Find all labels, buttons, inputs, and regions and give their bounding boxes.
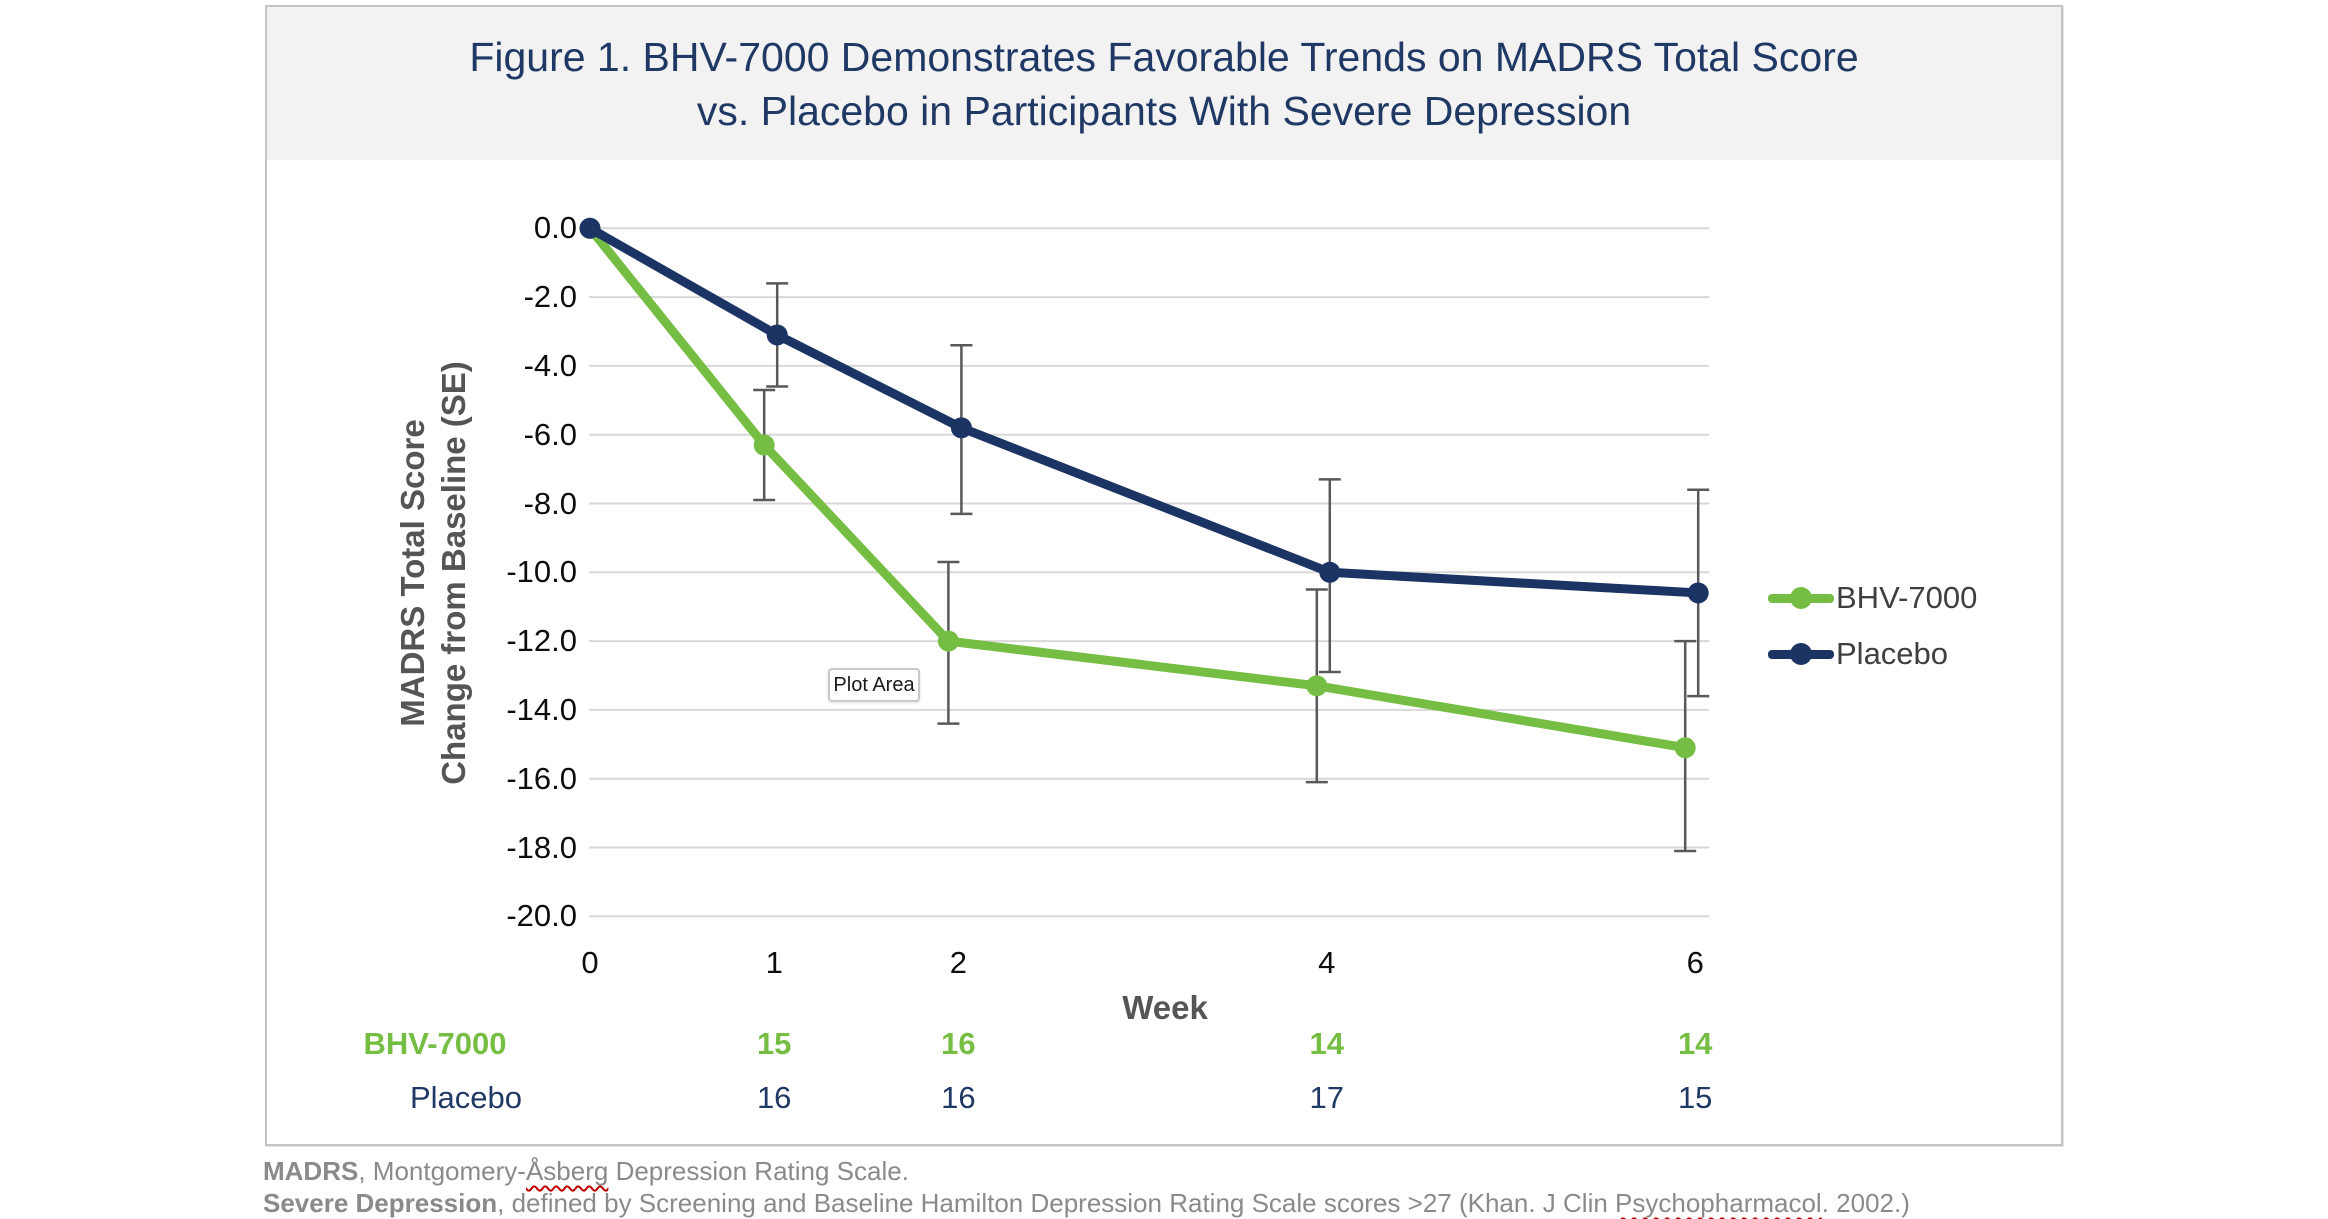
legend-entry-placebo[interactable]: Placebo [1768, 626, 1977, 682]
marker-bhv-7000-week-1[interactable] [753, 434, 775, 456]
figure-box: Figure 1. BHV-7000 Demonstrates Favorabl… [265, 5, 2063, 1146]
chart-plot-area[interactable] [267, 7, 2061, 1144]
footnote-text: MADRS [263, 1156, 359, 1186]
n-value-bhv-7000-week-1: 15 [756, 1026, 792, 1061]
legend-label: BHV-7000 [1836, 580, 1978, 615]
marker-placebo-week-6[interactable] [1687, 582, 1709, 604]
chart-legend: BHV-7000 Placebo [1768, 570, 1977, 682]
x-tick-label-week-4: 4 [1318, 945, 1336, 980]
n-value-bhv-7000-week-2: 16 [941, 1026, 976, 1061]
y-tick-label: -14.0 [506, 691, 577, 727]
x-tick-label-week-0: 0 [581, 945, 599, 980]
figure-title-band: Figure 1. BHV-7000 Demonstrates Favorabl… [267, 7, 2061, 160]
figure-content: Figure 1. BHV-7000 Demonstrates Favorabl… [267, 7, 2061, 1144]
marker-placebo-week-4[interactable] [1319, 561, 1341, 583]
x-tick-label-week-2: 2 [949, 945, 968, 980]
marker-placebo-week-2[interactable] [950, 417, 972, 439]
n-row-label-bhv-7000: BHV-7000 [363, 1026, 507, 1061]
footnotes: MADRS, Montgomery-Åsberg Depression Rati… [263, 1155, 1910, 1219]
legend-marker-bhv-7000-icon [1768, 587, 1834, 609]
marker-bhv-7000-week-4[interactable] [1306, 675, 1328, 697]
y-axis-title-line-2: Change from Baseline (SE) [435, 361, 472, 785]
footnote-text: Severe Depression [263, 1188, 498, 1218]
footnote-text: , Montgomery- [358, 1156, 526, 1186]
footnote-misspelled-word: Åsberg [525, 1156, 609, 1186]
series-line-bhv-7000[interactable] [585, 223, 1690, 753]
y-axis-title: MADRS Total Score Change from Baseline (… [392, 361, 474, 785]
legend-entry-bhv-7000[interactable]: BHV-7000 [1768, 570, 1977, 626]
n-value-placebo-week-2: 16 [941, 1080, 976, 1115]
plot-area-tooltip-label: Plot Area [833, 673, 915, 696]
figure-title-line-1: Figure 1. BHV-7000 Demonstrates Favorabl… [469, 33, 1859, 80]
footnote-text: . 2002.) [1821, 1188, 1910, 1218]
footnote-text: , defined by Screening and Baseline Hami… [497, 1188, 1616, 1218]
y-tick-label: -12.0 [506, 623, 577, 659]
y-tick-label: -6.0 [523, 416, 577, 452]
marker-placebo-week-1[interactable] [766, 324, 788, 346]
y-tick-label: -20.0 [506, 898, 577, 934]
legend-marker-placebo-icon [1768, 643, 1834, 665]
marker-placebo-week-0[interactable] [579, 217, 601, 239]
y-tick-label: -4.0 [523, 347, 577, 383]
footnote-misspelled-word: Psychopharmacol [1615, 1188, 1822, 1218]
series-line-placebo[interactable] [585, 223, 1703, 598]
n-value-placebo-week-6: 15 [1677, 1080, 1713, 1115]
x-axis-title: Week [1122, 989, 1208, 1026]
n-value-bhv-7000-week-6: 14 [1677, 1026, 1713, 1061]
footnote-text: Depression Rating Scale. [608, 1156, 909, 1186]
footnote-severe-depression: Severe Depression, defined by Screening … [263, 1187, 1910, 1219]
y-tick-label: -8.0 [523, 485, 577, 521]
footnote-madrs: MADRS, Montgomery-Åsberg Depression Rati… [263, 1155, 1910, 1187]
y-tick-label: -18.0 [506, 829, 577, 865]
y-tick-label: -16.0 [506, 760, 577, 796]
y-tick-label: 0.0 [533, 210, 577, 246]
marker-bhv-7000-week-6[interactable] [1674, 737, 1696, 759]
y-tick-label: -10.0 [506, 554, 577, 590]
y-tick-label: -2.0 [523, 279, 577, 315]
x-tick-label-week-1: 1 [765, 945, 783, 980]
n-value-bhv-7000-week-4: 14 [1309, 1026, 1345, 1061]
plot-area-tooltip: Plot Area [828, 668, 920, 702]
marker-bhv-7000-week-2[interactable] [937, 630, 959, 652]
x-tick-label-week-6: 6 [1686, 945, 1704, 980]
figure-title-line-2: vs. Placebo in Participants With Severe … [696, 87, 1632, 134]
n-value-placebo-week-4: 17 [1309, 1080, 1345, 1115]
n-row-label-placebo: Placebo [409, 1080, 523, 1115]
y-axis-title-line-1: MADRS Total Score [394, 419, 431, 727]
legend-label: Placebo [1836, 636, 1949, 671]
n-value-placebo-week-1: 16 [756, 1080, 792, 1115]
